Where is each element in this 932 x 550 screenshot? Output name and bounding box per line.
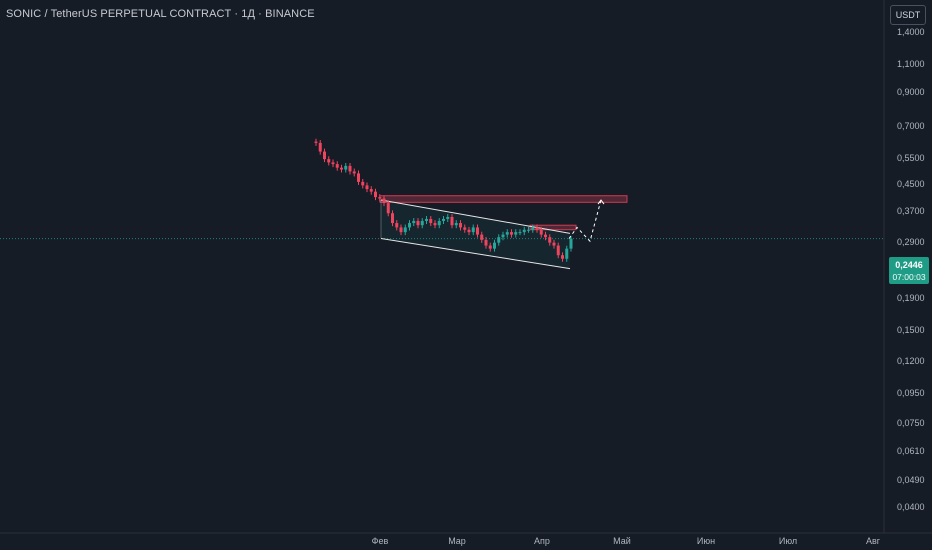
time-tick: Апр (534, 536, 550, 546)
last-price-badge: 0,2446 07:00:03 (889, 257, 929, 284)
candle-body (323, 151, 326, 160)
candle-body (467, 229, 471, 233)
candle-body (344, 165, 348, 170)
candle-body (527, 229, 530, 231)
candle-body (391, 213, 394, 224)
price-tick: 0,5500 (897, 153, 925, 163)
candle-body (484, 239, 488, 246)
candle-body (335, 164, 339, 168)
candle-body (382, 198, 386, 204)
candle-body (446, 216, 450, 219)
time-tick: Май (613, 536, 631, 546)
candle-body (476, 227, 479, 235)
price-tick: 0,1900 (897, 293, 925, 303)
candle-body (548, 237, 552, 243)
price-tick: 0,4500 (897, 179, 925, 189)
symbol-title[interactable]: SONIC / TetherUS PERPETUAL CONTRACT · 1Д… (6, 8, 315, 20)
candle-body (412, 220, 416, 224)
candle-body (565, 248, 569, 259)
time-tick: Фев (372, 536, 389, 546)
candle-body (429, 218, 433, 224)
candle-body (544, 234, 547, 238)
candle-body (518, 232, 522, 234)
price-tick: 0,0950 (897, 388, 925, 398)
price-tick: 0,9000 (897, 87, 925, 97)
candle-body (420, 220, 424, 226)
channel-lower-line (380, 238, 571, 270)
candle-body (561, 255, 564, 259)
time-tick: Июл (779, 536, 797, 546)
candle-body (416, 220, 420, 226)
candle-body (314, 141, 318, 143)
candle-body (399, 227, 403, 233)
candle-body (552, 242, 556, 246)
projected-path (568, 199, 602, 243)
price-tick: 0,0750 (897, 418, 925, 428)
candle-body (361, 181, 365, 186)
candle-body (450, 216, 454, 226)
candle-body (327, 159, 331, 163)
time-tick: Авг (866, 536, 881, 546)
candle-body (340, 167, 343, 170)
candle-body (386, 203, 390, 214)
candle-body (348, 165, 352, 172)
candle-body (365, 185, 369, 190)
candle-body (374, 191, 377, 198)
last-price-value: 0,2446 (895, 260, 923, 270)
candle-body (480, 234, 484, 240)
price-tick: 0,2900 (897, 237, 925, 247)
resistance-zone (379, 195, 628, 203)
candle-body (425, 218, 428, 221)
time-tick: Июн (697, 536, 715, 546)
candle-body (505, 232, 509, 235)
currency-button[interactable]: USDT (890, 5, 926, 25)
price-tick: 0,0610 (897, 446, 925, 456)
candle-body (501, 234, 505, 238)
price-tick: 0,1500 (897, 325, 925, 335)
price-tick: 0,3700 (897, 206, 925, 216)
price-tick: 0,0400 (897, 502, 925, 512)
candle-body (408, 223, 411, 228)
projected-path-arrowhead (597, 199, 605, 205)
candle-body (378, 197, 382, 199)
candle-body (454, 223, 458, 226)
candle-body (395, 223, 399, 228)
price-axis[interactable]: 1,4000 1,1000 0,9000 0,7000 0,5500 0,450… (897, 27, 925, 512)
price-tick: 1,4000 (897, 27, 925, 37)
candle-body (459, 223, 462, 228)
candle-body (556, 245, 560, 256)
plot-area[interactable] (0, 138, 884, 270)
candle-body (488, 245, 492, 249)
candle-body (318, 142, 322, 152)
candle-body (493, 242, 496, 249)
candle-body (531, 227, 535, 230)
candle-body (535, 227, 539, 230)
time-tick: Мар (448, 536, 466, 546)
channel-fill (381, 200, 570, 269)
price-tick: 0,1200 (897, 356, 925, 366)
candle-body (403, 227, 407, 233)
candle-body (471, 227, 475, 233)
candle-body (437, 220, 441, 226)
time-axis[interactable]: Фев Мар Апр Май Июн Июл Авг (372, 536, 881, 546)
candle-body (569, 238, 573, 249)
candle-body (369, 189, 373, 192)
candle-body (433, 223, 437, 226)
candle-body (497, 237, 501, 243)
price-tick: 1,1000 (897, 59, 925, 69)
candle-body (352, 171, 356, 174)
bar-countdown: 07:00:03 (892, 272, 926, 282)
candle-body (442, 218, 445, 221)
candle-body (510, 232, 513, 235)
price-tick: 0,7000 (897, 121, 925, 131)
candle-body (331, 162, 335, 165)
resistance-zone (529, 224, 577, 231)
candle-body (539, 229, 543, 235)
candle-body (357, 173, 360, 182)
candle-body (463, 227, 467, 230)
candle-body (522, 229, 526, 233)
candle-body (514, 232, 518, 235)
price-tick: 0,0490 (897, 475, 925, 485)
